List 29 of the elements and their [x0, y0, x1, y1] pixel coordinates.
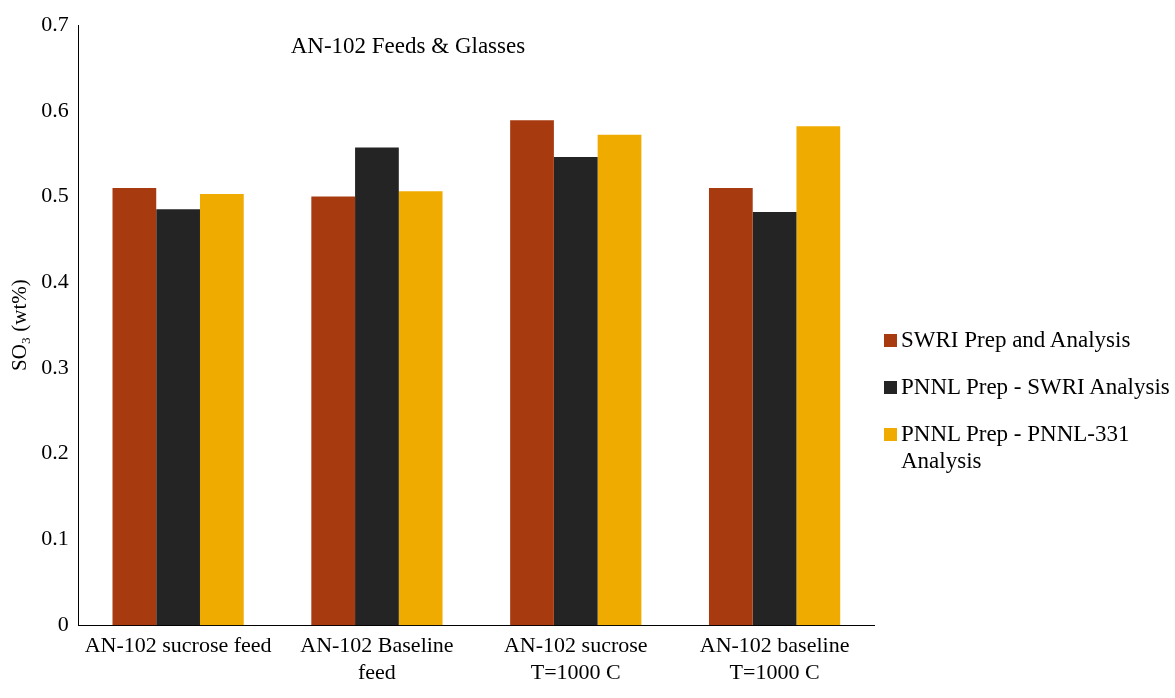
y-tick-label: 0.2	[41, 439, 69, 465]
bar	[553, 157, 598, 626]
y-tick-label: 0.5	[41, 182, 69, 208]
y-tick-label: 0.6	[41, 96, 69, 122]
bar	[355, 147, 399, 626]
legend-label: PNNL Prep - PNNL-331 Analysis	[901, 420, 1131, 474]
x-tick-label: AN-102 baseline T=1000 C	[699, 632, 850, 684]
bar	[398, 191, 443, 626]
bar	[597, 134, 642, 626]
bar	[156, 209, 200, 626]
x-tick-label: AN-102 Baseline feed	[300, 632, 454, 684]
bar	[510, 120, 554, 626]
x-tick-label: AN-102 sucrose feed	[84, 632, 272, 658]
bar	[199, 193, 244, 626]
y-tick-label: 0.3	[41, 353, 69, 379]
y-tick-label: 0.4	[41, 268, 69, 294]
bar	[752, 211, 797, 626]
chart-title: AN-102 Feeds & Glasses	[290, 33, 526, 59]
bar	[708, 187, 753, 626]
y-axis-title: SO₃ (wt%)	[7, 279, 32, 372]
legend-label: SWRI Prep and Analysis	[901, 326, 1131, 353]
bar	[796, 126, 841, 626]
bar	[311, 196, 356, 626]
bar	[112, 187, 157, 626]
x-tick-label: AN-102 sucrose T=1000 C	[503, 632, 648, 684]
y-tick-label: 0	[57, 610, 69, 636]
y-tick-label: 0.1	[41, 525, 69, 551]
legend-label: PNNL Prep - SWRI Analysis	[901, 373, 1170, 400]
y-tick-label: 0.7	[41, 10, 69, 36]
